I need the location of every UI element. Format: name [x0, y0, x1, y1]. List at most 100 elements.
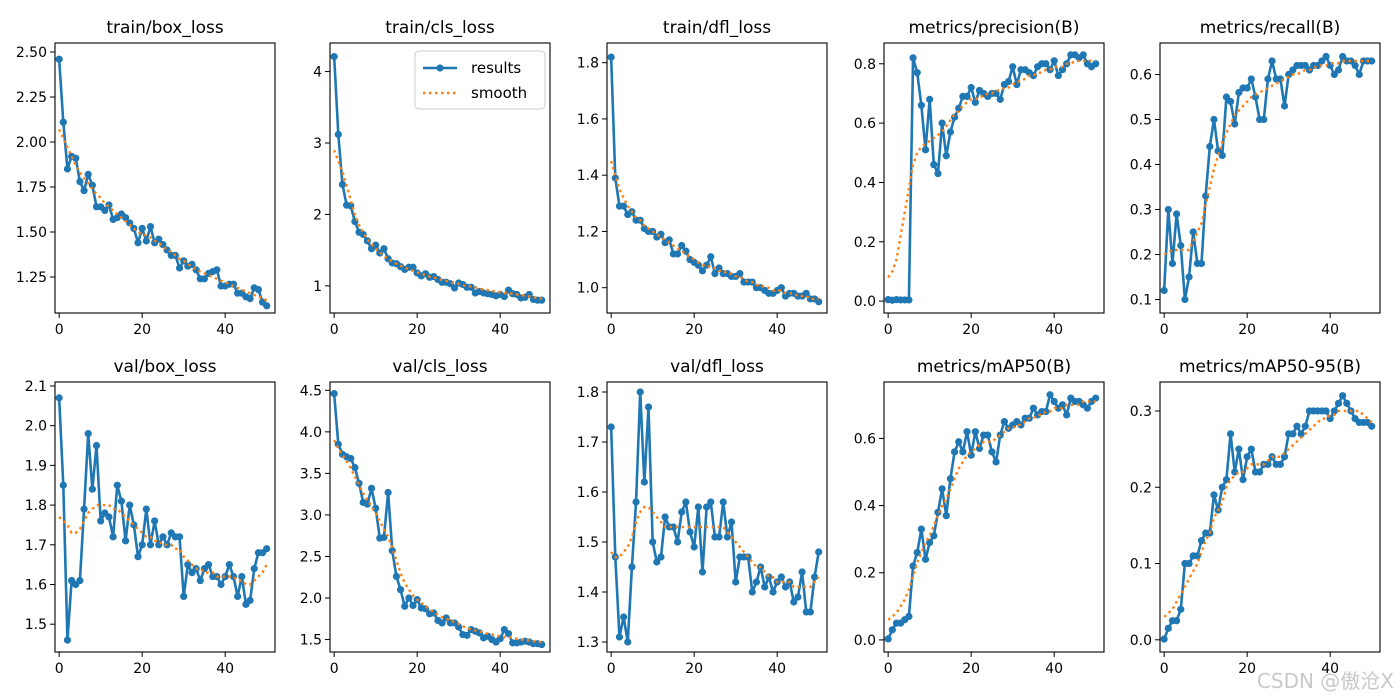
results-series-line — [609, 57, 820, 303]
results-point — [946, 128, 955, 136]
results-point — [55, 55, 63, 63]
results-point — [769, 588, 777, 596]
results-point — [234, 592, 242, 601]
y-tick-label: 1.5 — [300, 633, 322, 649]
subplot-title: metrics/recall(B) — [1200, 18, 1341, 38]
axes-frame — [329, 381, 551, 653]
results-point — [396, 586, 405, 594]
results-point — [438, 619, 446, 627]
results-point — [988, 448, 996, 456]
results-point — [930, 161, 938, 169]
results-point — [1193, 552, 1201, 560]
results-point — [752, 578, 761, 586]
results-point — [450, 284, 459, 292]
axes-frame — [606, 381, 828, 653]
results-point — [1264, 75, 1272, 83]
y-tick-label: 2.25 — [16, 90, 47, 106]
x-tick-label: 0 — [1160, 322, 1169, 338]
results-point — [401, 602, 409, 610]
results-point — [84, 430, 92, 438]
y-tick-label: 0.1 — [1130, 557, 1152, 573]
results-point — [1058, 66, 1067, 74]
results-point — [620, 613, 628, 621]
results-point — [1164, 205, 1172, 214]
results-point — [926, 95, 934, 103]
results-point — [1164, 624, 1172, 632]
results-point — [1000, 418, 1008, 426]
results-point — [1063, 411, 1071, 419]
subplot-title: metrics/mAP50-95(B) — [1179, 357, 1361, 377]
smooth-series-line — [610, 505, 820, 589]
results-point — [909, 562, 917, 570]
results-point — [463, 631, 471, 639]
results-point — [698, 267, 707, 275]
axes-frame — [606, 42, 828, 314]
smooth-series-line — [58, 128, 268, 302]
results-point — [1185, 559, 1193, 568]
results-point — [942, 152, 950, 160]
results-point — [707, 253, 715, 261]
results-point — [263, 545, 271, 553]
y-tick-label: 1.6 — [577, 485, 599, 501]
results-point — [913, 548, 921, 557]
y-tick-label: 2.50 — [16, 45, 47, 61]
axes-frame — [883, 42, 1105, 314]
subplot-metrics-recall-b-: metrics/recall(B) 0 20 40 0.1 0.2 0.3 0.4 0.5 0.6 — [1130, 18, 1381, 338]
results-point — [159, 533, 167, 541]
x-tick-label: 0 — [55, 661, 64, 677]
y-tick-label: 0.8 — [854, 57, 876, 73]
x-tick-label: 20 — [685, 322, 703, 338]
results-point — [1189, 228, 1197, 236]
x-tick-label: 20 — [1238, 322, 1256, 338]
results-point — [1280, 453, 1289, 461]
results-point — [1289, 430, 1297, 438]
results-point — [1197, 259, 1206, 268]
results-point — [151, 517, 159, 525]
results-point — [121, 214, 130, 222]
results-point — [1029, 72, 1038, 80]
results-point — [80, 187, 88, 195]
results-point — [405, 594, 413, 602]
results-point — [1004, 77, 1013, 86]
axes-frame — [1159, 42, 1381, 314]
results-point — [384, 488, 392, 497]
results-point — [1058, 401, 1067, 409]
legend-label-smooth: smooth — [471, 84, 527, 102]
results-point — [1083, 404, 1091, 412]
results-point — [455, 623, 463, 631]
subplot-val-box-loss: val/box_loss 0 20 40 1.5 1.6 1.7 1.8 1.9 2.0 2.1 — [25, 357, 276, 677]
results-point — [1218, 483, 1226, 491]
results-point — [1210, 491, 1218, 499]
results-point — [55, 394, 63, 402]
x-tick-label: 40 — [491, 322, 509, 338]
results-point — [88, 181, 96, 189]
results-point — [694, 503, 702, 511]
x-tick-label: 20 — [408, 322, 426, 338]
results-series-line — [332, 393, 542, 646]
x-tick-label: 20 — [962, 661, 980, 677]
results-point — [673, 538, 682, 546]
results-point — [1206, 142, 1214, 151]
results-point — [1210, 115, 1218, 124]
y-tick-label: 0.2 — [854, 566, 876, 582]
y-tick-label: 0.2 — [1130, 248, 1152, 264]
y-tick-label: 4 — [313, 65, 322, 81]
results-point — [934, 169, 942, 178]
results-point — [126, 501, 134, 509]
results-series-line — [609, 390, 820, 644]
results-point — [1218, 151, 1226, 160]
results-point — [640, 478, 648, 486]
y-tick-label: 0.0 — [1130, 633, 1152, 649]
subplot-title: val/dfl_loss — [670, 357, 764, 377]
results-point — [63, 636, 72, 644]
results-point — [673, 250, 682, 258]
results-point — [921, 146, 930, 154]
results-point — [175, 264, 184, 272]
smooth-series-line — [333, 149, 542, 300]
results-point — [955, 104, 963, 112]
y-tick-label: 0.4 — [854, 175, 876, 191]
results-point — [678, 241, 686, 250]
results-point — [815, 298, 823, 306]
results-point — [682, 498, 690, 506]
subplot-metrics-map50-b-: metrics/mAP50(B) 0 20 40 0.0 0.2 0.4 0.6 — [854, 357, 1105, 677]
